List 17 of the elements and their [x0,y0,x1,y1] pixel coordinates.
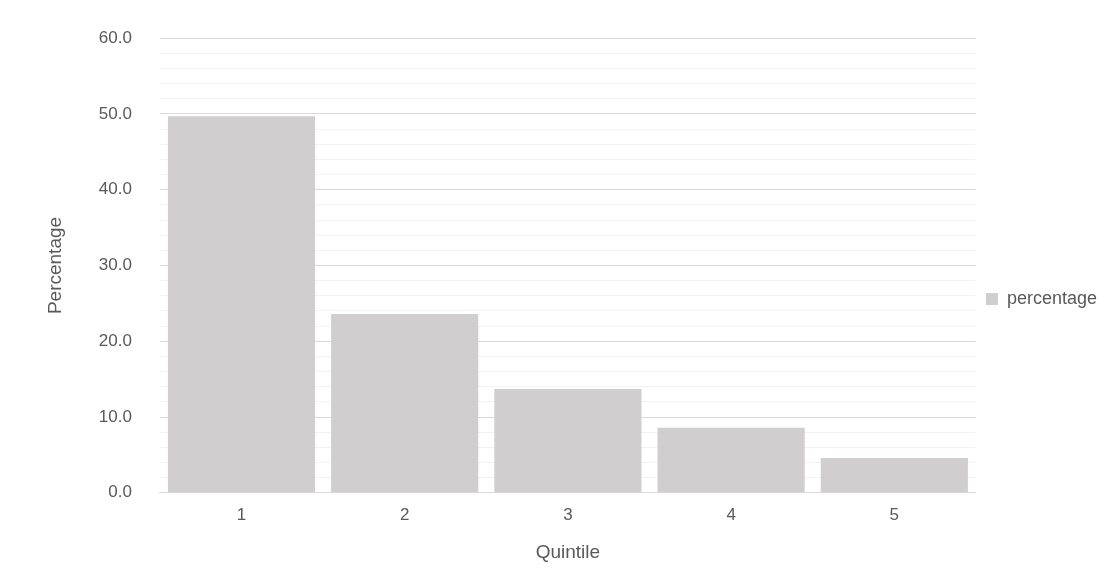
y-tick-label: 40.0 [98,179,132,199]
y-tick-label: 20.0 [98,330,132,350]
y-tick-label: 50.0 [98,103,132,123]
x-tick-label: 3 [563,504,573,524]
x-tick-label: 1 [236,504,247,524]
x-axis-title: Quintile [535,540,601,562]
x-tick-label: 2 [399,504,410,524]
x-tick-label: 4 [726,504,736,524]
bar [657,427,805,493]
y-tick-label: 0.0 [108,482,132,502]
y-tick-label: 60.0 [98,27,132,47]
y-axis-title: Percentage [43,216,65,315]
legend-label: percentage [1006,287,1098,308]
y-tick-label: 10.0 [98,406,132,426]
bar [820,457,968,493]
y-tick-label: 30.0 [98,255,132,275]
x-tick-label: 5 [889,504,900,524]
